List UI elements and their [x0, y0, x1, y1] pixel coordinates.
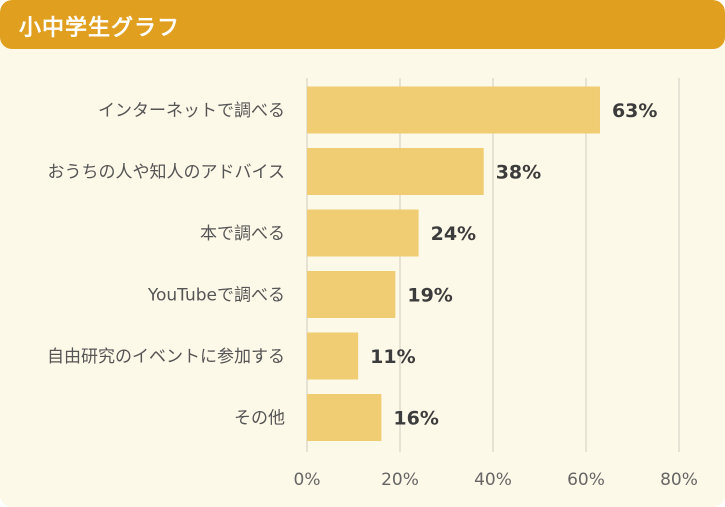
- bar: [307, 394, 382, 441]
- data-label: 19%: [407, 285, 452, 307]
- category-label: インターネットで調べる: [98, 101, 285, 121]
- x-tick-label: 60%: [567, 470, 605, 490]
- bar: [307, 332, 359, 380]
- bar: [307, 209, 419, 257]
- x-tick-label: 20%: [381, 470, 419, 490]
- category-label: YouTubeで調べる: [147, 286, 285, 306]
- data-label: 63%: [612, 100, 657, 122]
- chart-title: 小中学生グラフ: [19, 16, 181, 41]
- x-tick-label: 0%: [294, 470, 321, 490]
- bar: [307, 271, 396, 318]
- data-label: 11%: [370, 346, 415, 368]
- data-label: 16%: [393, 408, 438, 430]
- category-label: 本で調べる: [200, 224, 285, 244]
- category-label: 自由研究のイベントに参加する: [47, 347, 285, 367]
- category-label: おうちの人や知人のアドバイス: [48, 163, 286, 183]
- bar: [307, 86, 600, 134]
- x-tick-label: 40%: [474, 470, 512, 490]
- data-label: 38%: [496, 162, 541, 184]
- data-label: 24%: [431, 223, 476, 245]
- category-label: その他: [234, 409, 285, 429]
- x-tick-label: 80%: [660, 470, 698, 490]
- bar: [307, 148, 484, 195]
- chart-header: 小中学生グラフ: [0, 0, 725, 49]
